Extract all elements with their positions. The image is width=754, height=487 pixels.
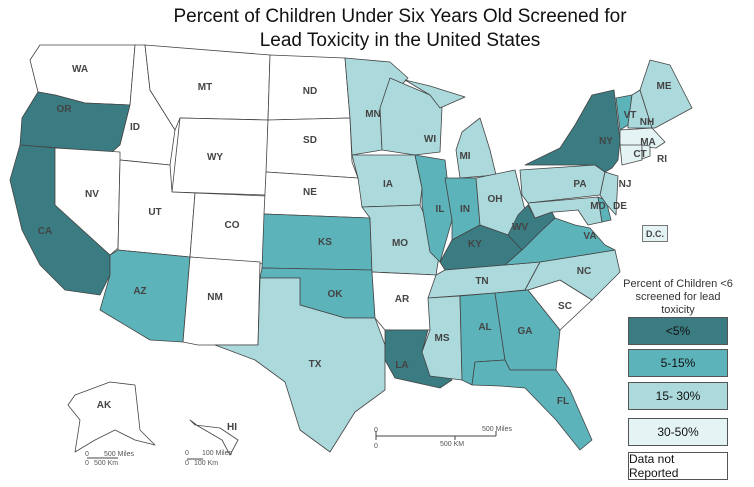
state-label-la: LA — [395, 360, 408, 371]
hi-scale-km: 100 Km — [194, 460, 218, 467]
state-ri — [641, 144, 651, 160]
state-label-in: IN — [460, 204, 470, 215]
state-il — [414, 154, 453, 263]
state-label-mo: MO — [392, 238, 408, 249]
state-label-tx: TX — [309, 359, 322, 370]
state-label-ia: IA — [383, 179, 393, 190]
state-label-nh: NH — [640, 117, 654, 128]
state-label-fl: FL — [557, 396, 569, 407]
ak-scale-km: 500 Km — [94, 460, 118, 467]
state-label-il: IL — [436, 204, 445, 215]
state-label-nj: NJ — [619, 179, 632, 190]
legend-item-30-50: 30-50% — [628, 418, 728, 446]
map-title-line1: Percent of Children Under Six Years Old … — [173, 6, 627, 27]
state-label-nv: NV — [85, 189, 99, 200]
scale-km: 500 KM — [440, 441, 464, 448]
hi-scale-zero-km: 0 — [185, 460, 189, 467]
scale-zero-km: 0 — [374, 443, 378, 450]
state-label-sd: SD — [303, 135, 317, 146]
scale-bar-hawaii: 0 100 Miles 0 100 Km — [185, 450, 232, 467]
legend-item-15-30: 15- 30% — [628, 382, 728, 410]
ak-scale-zero-km: 0 — [85, 460, 89, 467]
state-label-sc: SC — [558, 301, 572, 312]
scale-zero: 0 — [374, 427, 378, 434]
state-label-hi: HI — [227, 422, 237, 433]
legend-item-not-reported: Data not Reported — [628, 452, 728, 480]
state-hi — [189, 419, 239, 456]
state-label-nm: NM — [207, 292, 223, 303]
state-label-vt: VT — [624, 110, 637, 121]
state-nh — [627, 89, 653, 129]
state-label-mt: MT — [198, 82, 212, 93]
ak-scale-zero: 0 — [85, 451, 89, 458]
legend-item-lt5: <5% — [628, 317, 728, 345]
state-label-ak: AK — [97, 400, 112, 411]
legend-item-5-15: 5-15% — [628, 349, 728, 377]
ak-scale-miles: 500 Miles — [104, 451, 134, 458]
state-ks — [261, 213, 373, 271]
state-mi — [404, 79, 466, 109]
hi-scale-zero: 0 — [185, 450, 189, 457]
state-label-ga: GA — [518, 326, 533, 337]
state-nc — [524, 249, 621, 301]
dc-box: D.C. — [642, 225, 668, 242]
scale-bar-alaska: 0 500 Miles 0 500 Km — [85, 451, 134, 467]
state-label-de: DE — [613, 201, 627, 212]
state-label-tn: TN — [475, 276, 488, 287]
state-tx — [214, 277, 386, 453]
state-label-or: OR — [57, 104, 73, 115]
state-label-co: CO — [225, 220, 240, 231]
state-label-me: ME — [657, 81, 672, 92]
map-title-line2: Lead Toxicity in the United States — [259, 30, 541, 51]
state-label-al: AL — [478, 322, 491, 333]
state-ne — [263, 171, 371, 219]
state-label-nc: NC — [577, 266, 591, 277]
state-label-ks: KS — [318, 237, 332, 248]
state-label-mn: MN — [365, 109, 381, 120]
state-label-ok: OK — [328, 289, 344, 300]
state-fl — [471, 359, 593, 451]
state-label-wv: WV — [512, 222, 528, 233]
state-label-id: ID — [130, 122, 140, 133]
state-sd — [265, 117, 359, 179]
state-label-ut: UT — [148, 207, 161, 218]
state-label-ct: CT — [633, 149, 646, 160]
state-ny — [524, 89, 621, 173]
state-label-ny: NY — [599, 136, 613, 147]
scale-miles: 500 Miles — [482, 426, 512, 433]
state-label-va: VA — [583, 231, 596, 242]
state-ma — [619, 127, 666, 149]
state-label-ma: MA — [640, 137, 656, 148]
state-label-nd: ND — [303, 86, 317, 97]
state-label-az: AZ — [133, 286, 146, 297]
legend-title: Percent of Children <6 screened for lead… — [623, 278, 733, 316]
state-label-ky: KY — [468, 239, 482, 250]
state-label-wi: WI — [424, 134, 436, 145]
state-label-mi: MI — [459, 151, 470, 162]
state-nj — [599, 171, 619, 216]
state-label-md: MD — [590, 201, 606, 212]
state-label-oh: OH — [488, 194, 503, 205]
state-label-wy: WY — [207, 152, 223, 163]
state-mi — [455, 117, 497, 179]
state-label-ms: MS — [435, 333, 450, 344]
hi-scale-miles: 100 Miles — [202, 450, 232, 457]
state-label-ne: NE — [303, 187, 317, 198]
state-label-ca: CA — [38, 226, 52, 237]
state-label-pa: PA — [573, 179, 586, 190]
state-label-ar: AR — [395, 294, 410, 305]
scale-bar-main: 0 0 500 Miles 500 KM — [374, 426, 512, 450]
state-label-wa: WA — [72, 64, 88, 75]
state-ak — [67, 381, 156, 453]
state-ct — [619, 144, 643, 166]
state-label-ri: RI — [657, 154, 667, 165]
